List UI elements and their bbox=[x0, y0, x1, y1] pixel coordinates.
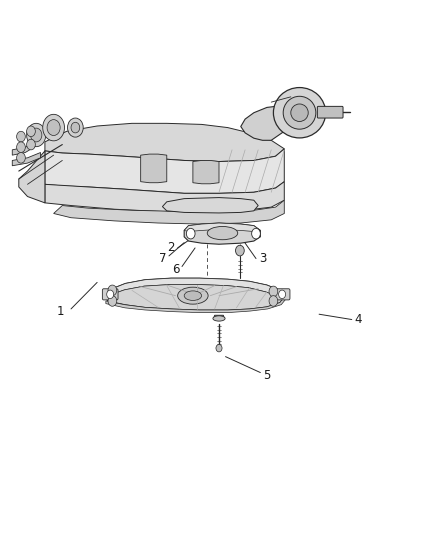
Ellipse shape bbox=[213, 316, 225, 321]
Polygon shape bbox=[104, 278, 284, 310]
Circle shape bbox=[269, 296, 278, 306]
Circle shape bbox=[47, 119, 60, 135]
Circle shape bbox=[43, 114, 64, 141]
Ellipse shape bbox=[273, 87, 325, 138]
Text: 5: 5 bbox=[263, 369, 271, 382]
Text: 3: 3 bbox=[259, 252, 266, 265]
Ellipse shape bbox=[283, 96, 316, 129]
Text: 7: 7 bbox=[159, 252, 166, 265]
Circle shape bbox=[279, 290, 286, 298]
Polygon shape bbox=[19, 151, 45, 203]
Polygon shape bbox=[45, 123, 284, 161]
FancyBboxPatch shape bbox=[102, 289, 118, 300]
Polygon shape bbox=[193, 160, 219, 184]
Circle shape bbox=[67, 118, 83, 137]
Circle shape bbox=[31, 128, 42, 142]
Polygon shape bbox=[184, 223, 260, 231]
Circle shape bbox=[17, 152, 25, 163]
Polygon shape bbox=[184, 223, 260, 244]
Circle shape bbox=[108, 285, 117, 296]
Text: 1: 1 bbox=[57, 305, 64, 318]
Circle shape bbox=[27, 126, 35, 136]
Polygon shape bbox=[241, 106, 297, 140]
Polygon shape bbox=[53, 200, 284, 224]
Circle shape bbox=[107, 290, 114, 298]
Polygon shape bbox=[162, 198, 258, 213]
Circle shape bbox=[269, 286, 278, 297]
Circle shape bbox=[216, 344, 222, 352]
Polygon shape bbox=[45, 149, 284, 193]
Ellipse shape bbox=[291, 104, 308, 122]
Text: 4: 4 bbox=[354, 313, 362, 326]
Text: 2: 2 bbox=[167, 241, 175, 254]
Polygon shape bbox=[45, 182, 284, 213]
Polygon shape bbox=[214, 316, 224, 318]
Circle shape bbox=[108, 296, 117, 306]
Circle shape bbox=[71, 122, 80, 133]
Polygon shape bbox=[141, 154, 167, 183]
Text: 6: 6 bbox=[172, 263, 179, 276]
Polygon shape bbox=[108, 278, 284, 297]
Polygon shape bbox=[12, 139, 39, 155]
Circle shape bbox=[236, 245, 244, 256]
Polygon shape bbox=[108, 285, 284, 310]
Circle shape bbox=[186, 228, 195, 239]
Ellipse shape bbox=[207, 227, 238, 240]
Ellipse shape bbox=[184, 291, 201, 301]
FancyBboxPatch shape bbox=[274, 289, 290, 300]
Polygon shape bbox=[106, 297, 286, 313]
Circle shape bbox=[17, 142, 25, 152]
FancyBboxPatch shape bbox=[318, 107, 343, 118]
Ellipse shape bbox=[178, 287, 208, 304]
Circle shape bbox=[252, 228, 260, 239]
Polygon shape bbox=[12, 152, 41, 166]
Circle shape bbox=[27, 123, 46, 147]
Circle shape bbox=[17, 131, 25, 142]
Circle shape bbox=[27, 139, 35, 150]
